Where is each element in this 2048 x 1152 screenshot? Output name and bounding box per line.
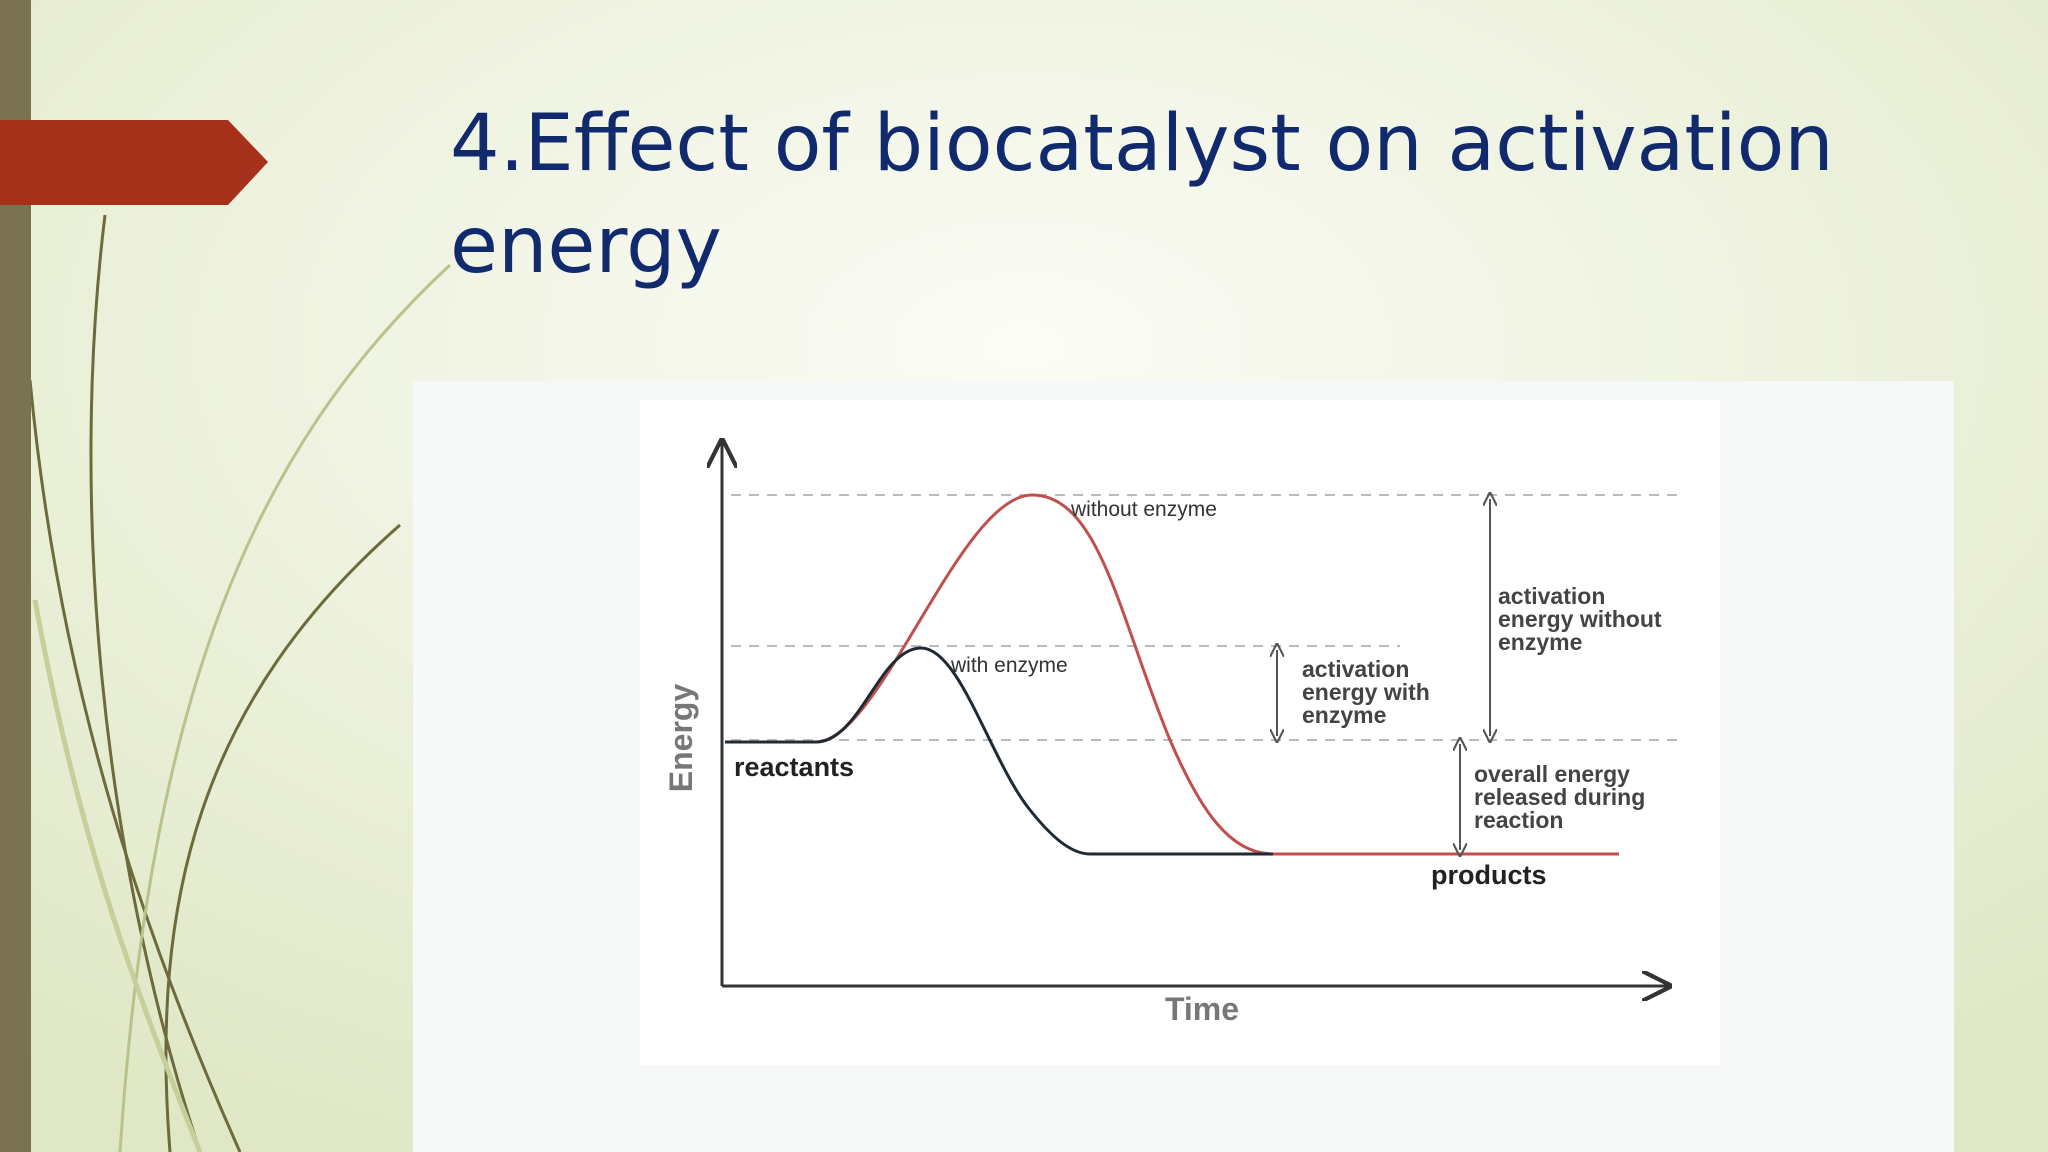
annotation: energy with: [1302, 679, 1430, 705]
reactants-label: reactants: [734, 752, 854, 782]
decor-curves: [28, 214, 452, 1152]
products-label: products: [1431, 860, 1547, 890]
energy-diagram: without enzyme with enzyme reactants pro…: [663, 441, 1685, 1027]
annotation: reaction: [1474, 807, 1563, 833]
annotation: activation: [1302, 656, 1409, 682]
diagram-area: [640, 400, 1720, 1065]
annotation-arrows: [1277, 499, 1490, 850]
x-axis-label: Time: [1165, 991, 1239, 1027]
annotation: released during: [1474, 784, 1645, 810]
title: 4.Effect of biocatalyst on activation: [450, 99, 1834, 189]
annotation: enzyme: [1498, 629, 1582, 655]
curve-with-enzyme: [725, 646, 1273, 856]
annotation: overall energy: [1474, 761, 1630, 787]
curve-label: without enzyme: [1070, 498, 1217, 521]
curve-without-enzyme: [725, 493, 1619, 856]
annotation: enzyme: [1302, 702, 1386, 728]
y-axis-label: Energy: [663, 684, 699, 793]
title-arrow: [0, 120, 268, 205]
title: energy: [450, 201, 722, 291]
annotation: activation: [1498, 583, 1605, 609]
annotation: energy without: [1498, 606, 1662, 632]
curve-label: with enzyme: [950, 654, 1068, 677]
guide-lines: [731, 494, 1685, 741]
